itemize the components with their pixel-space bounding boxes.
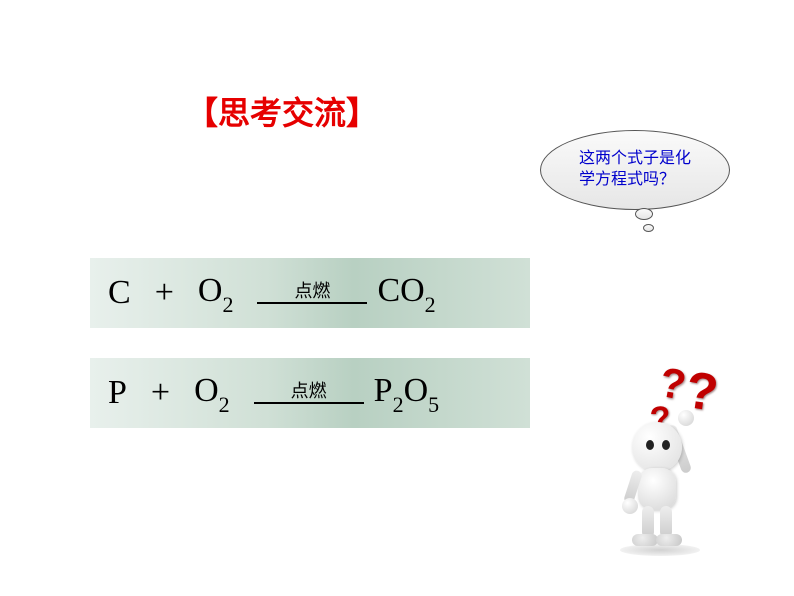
- formula-sub: 5: [428, 392, 439, 417]
- figure-foot: [656, 534, 682, 546]
- plus-sign: +: [151, 374, 170, 412]
- reaction-condition: 点燃: [294, 282, 330, 300]
- reactant-2: O2: [198, 272, 234, 315]
- figure-eye: [662, 440, 670, 450]
- formula-base: O: [194, 372, 219, 409]
- formula-base: O: [404, 372, 429, 409]
- figure-body: [638, 468, 676, 510]
- figure-head: [632, 422, 682, 472]
- figure-eye: [646, 440, 654, 450]
- bubble-text: 这两个式子是化 学方程式吗？: [579, 149, 691, 191]
- thinking-figure: ? ? ?: [590, 370, 730, 550]
- formula-base: CO: [377, 272, 424, 309]
- formula-sub: 2: [393, 392, 404, 417]
- reactant-1: C: [108, 274, 131, 312]
- reaction-line: [254, 402, 364, 404]
- bubble-line1: 这两个式子是化: [579, 150, 691, 167]
- product: P2O5: [374, 372, 439, 415]
- figure-hand: [678, 410, 694, 426]
- reactant-2: O2: [194, 372, 230, 415]
- equation-1: C + O2 点燃 CO2: [90, 258, 530, 328]
- bubble-line2: 学方程式吗？: [579, 171, 675, 188]
- reaction-condition: 点燃: [291, 382, 327, 400]
- formula-base: P: [374, 372, 393, 409]
- bubble-tail: [643, 224, 654, 232]
- formula-sub: 2: [219, 392, 230, 417]
- figure-hand: [622, 498, 638, 514]
- reaction-arrow: 点燃: [254, 382, 364, 404]
- equation-2: P + O2 点燃 P2O5: [90, 358, 530, 428]
- figure-foot: [632, 534, 658, 546]
- bubble-tail: [635, 208, 653, 220]
- bubble-body: 这两个式子是化 学方程式吗？: [540, 130, 730, 210]
- reaction-arrow: 点燃: [257, 282, 367, 304]
- reaction-line: [257, 302, 367, 304]
- formula-sub: 2: [222, 292, 233, 317]
- product: CO2: [377, 272, 435, 315]
- formula-sub: 2: [425, 292, 436, 317]
- formula-base: O: [198, 272, 223, 309]
- section-title: 【思考交流】: [186, 88, 378, 134]
- plus-sign: +: [155, 274, 174, 312]
- reactant-1: P: [108, 374, 127, 412]
- thought-bubble: 这两个式子是化 学方程式吗？: [540, 130, 740, 250]
